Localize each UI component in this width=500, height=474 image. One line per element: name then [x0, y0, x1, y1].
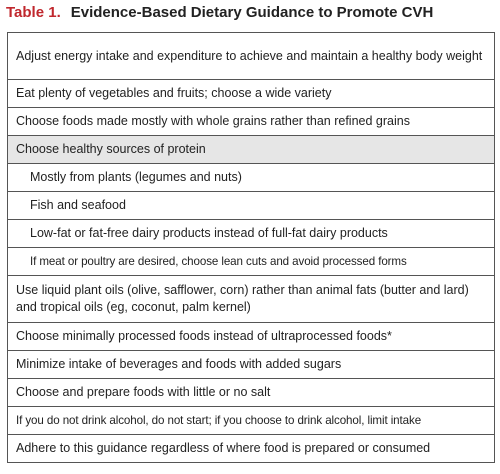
table-cell: Minimize intake of beverages and foods w…: [7, 350, 495, 379]
table-label: Table 1.: [6, 4, 61, 21]
table-row: Choose foods made mostly with whole grai…: [7, 107, 495, 136]
table-row: Mostly from plants (legumes and nuts): [7, 163, 495, 192]
table-cell: Mostly from plants (legumes and nuts): [7, 163, 495, 192]
table-cell: Fish and seafood: [7, 191, 495, 220]
table-cell: Adhere to this guidance regardless of wh…: [7, 434, 495, 463]
table-row: Choose healthy sources of protein: [7, 135, 495, 164]
table-row: Minimize intake of beverages and foods w…: [7, 350, 495, 379]
table-row: Use liquid plant oils (olive, safflower,…: [7, 275, 495, 323]
table-cell: Choose foods made mostly with whole grai…: [7, 107, 495, 136]
table-row: Adjust energy intake and expenditure to …: [7, 32, 495, 80]
table-heading: Evidence-Based Dietary Guidance to Promo…: [70, 4, 434, 21]
table-cell: If you do not drink alcohol, do not star…: [7, 406, 495, 435]
table-cell: Adjust energy intake and expenditure to …: [7, 32, 495, 80]
table-row: Adhere to this guidance regardless of wh…: [7, 434, 495, 463]
table-cell: Eat plenty of vegetables and fruits; cho…: [7, 79, 495, 108]
table-row: Eat plenty of vegetables and fruits; cho…: [7, 79, 495, 108]
table-cell: Use liquid plant oils (olive, safflower,…: [7, 275, 495, 323]
table-cell: Choose and prepare foods with little or …: [7, 378, 495, 407]
table-row: If meat or poultry are desired, choose l…: [7, 247, 495, 276]
table-cell: Choose healthy sources of protein: [7, 135, 495, 164]
table-cell: Choose minimally processed foods instead…: [7, 322, 495, 351]
table-row: If you do not drink alcohol, do not star…: [7, 406, 495, 435]
table-cell: If meat or poultry are desired, choose l…: [7, 247, 495, 276]
guidance-table: Adjust energy intake and expenditure to …: [7, 32, 495, 463]
table-row: Choose minimally processed foods instead…: [7, 322, 495, 351]
table-row: Low-fat or fat-free dairy products inste…: [7, 219, 495, 248]
table-title: Table 1. Evidence-Based Dietary Guidance …: [6, 4, 433, 21]
table-row: Fish and seafood: [7, 191, 495, 220]
table-row: Choose and prepare foods with little or …: [7, 378, 495, 407]
table-cell: Low-fat or fat-free dairy products inste…: [7, 219, 495, 248]
